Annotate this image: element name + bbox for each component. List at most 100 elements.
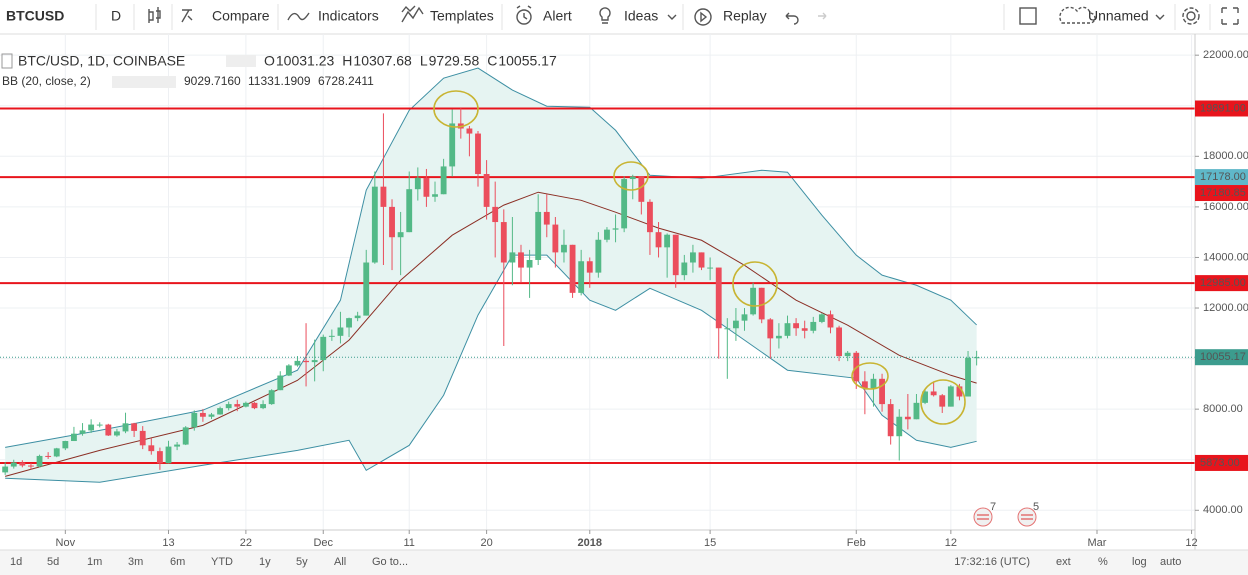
candle-body [28, 465, 34, 467]
candle-body [182, 427, 189, 445]
candle-body [449, 123, 456, 167]
candle-body [277, 375, 284, 391]
legend-ohlc-value: 10055.17 [498, 53, 557, 69]
candle-body [586, 261, 593, 273]
price-label-bg [1195, 185, 1248, 202]
candle-body [225, 404, 232, 409]
range-button[interactable]: 3m [128, 556, 143, 568]
toolbar-button[interactable]: Alert [543, 8, 572, 24]
range-button[interactable]: 5y [296, 556, 308, 568]
price-label: 10055.17 [1200, 351, 1246, 363]
candle-body [956, 386, 963, 397]
y-tick-label: 14000.00 [1203, 251, 1248, 263]
candle-body [561, 244, 567, 253]
x-tick-label: 11 [404, 537, 415, 549]
x-tick-label: Mar [1088, 537, 1107, 549]
candle-body [208, 414, 215, 417]
toolbar-button[interactable]: Replay [723, 8, 767, 24]
interval[interactable]: D [111, 8, 121, 24]
legend-icons[interactable] [226, 55, 256, 67]
legend-ohlc-key: L [420, 53, 428, 69]
axis-option[interactable]: % [1098, 556, 1108, 568]
candle-body [810, 321, 817, 331]
legend-ohlc-key: H [342, 53, 352, 69]
candle-body [767, 319, 774, 339]
candle-body [801, 328, 808, 331]
event-icons[interactable] [973, 507, 1037, 527]
candle-body [105, 424, 112, 436]
y-tick-label: 22000.00 [1203, 49, 1248, 61]
candle-body [569, 244, 576, 293]
candle-body [939, 395, 946, 407]
range-button[interactable]: 1y [259, 556, 271, 568]
candle-body [887, 404, 894, 437]
x-tick-label: 12 [945, 537, 957, 549]
event-count: 7 [990, 501, 996, 513]
range-button[interactable]: All [334, 556, 346, 568]
event-count: 5 [1033, 501, 1039, 513]
candle-body [45, 455, 52, 457]
legend-ohlc-value: 9729.58 [429, 53, 480, 69]
axis-option[interactable]: log [1132, 556, 1147, 568]
band-line [5, 67, 977, 448]
legend-ohlc-value: 10031.23 [276, 53, 335, 69]
band-line [5, 254, 977, 483]
axis-option[interactable]: auto [1160, 556, 1181, 568]
bottom-bar [0, 550, 1248, 575]
candle-body [973, 357, 980, 359]
candle-body [311, 360, 318, 363]
candle-body [389, 206, 395, 238]
band-fill [5, 68, 977, 483]
legend-ohlc-key: O [264, 53, 275, 69]
legend-icons[interactable] [112, 76, 176, 88]
candle-body [518, 252, 524, 268]
clock: 17:32:16 (UTC) [954, 556, 1030, 568]
candle-body [896, 416, 903, 437]
price-label-bg [1195, 100, 1248, 117]
layout-name[interactable]: Unnamed [1088, 8, 1149, 24]
x-tick-label: 12 [1185, 537, 1197, 549]
candle-body [337, 327, 344, 336]
candle-body [363, 262, 370, 316]
price-label-bg [1195, 454, 1248, 471]
candle-body [354, 315, 361, 319]
range-button[interactable]: YTD [211, 556, 233, 568]
symbol[interactable]: BTCUSD [6, 8, 64, 24]
candle-body [148, 445, 155, 452]
band-line [5, 191, 977, 477]
candle-body [217, 408, 224, 415]
range-button[interactable]: 1m [87, 556, 102, 568]
indicator-value: 11331.1909 [248, 74, 311, 88]
range-button[interactable]: 6m [170, 556, 185, 568]
candle-body [88, 424, 95, 431]
y-tick-label: 4000.00 [1203, 504, 1243, 516]
candle-body [707, 267, 714, 269]
candle-body [526, 259, 533, 268]
toolbar-button[interactable]: Templates [430, 8, 494, 24]
candle-body [672, 234, 679, 276]
axis-option[interactable]: ext [1056, 556, 1071, 568]
candle-body [19, 462, 26, 466]
range-button[interactable]: 1d [10, 556, 22, 568]
candle-body [380, 186, 387, 207]
candle-body [328, 335, 335, 337]
candle-body [741, 314, 748, 321]
legend-toggle[interactable] [1, 53, 13, 69]
candle-body [371, 186, 378, 263]
goto[interactable]: Go to... [372, 556, 408, 568]
price-label-bg [1195, 275, 1248, 292]
toolbar-button[interactable]: Ideas [624, 8, 658, 24]
candle-body [690, 252, 696, 263]
toolbar-button[interactable]: Compare [212, 8, 270, 24]
range-button[interactable]: 5d [47, 556, 59, 568]
candle-body [552, 224, 559, 253]
candle-body [397, 232, 404, 238]
candle-body [784, 323, 791, 336]
candle-body [535, 211, 542, 260]
toolbar-button[interactable]: Indicators [318, 8, 379, 24]
candle-body [818, 314, 825, 322]
y-tick-label: 8000.00 [1203, 403, 1243, 415]
candle-body [861, 381, 868, 389]
candle-body [36, 455, 43, 467]
